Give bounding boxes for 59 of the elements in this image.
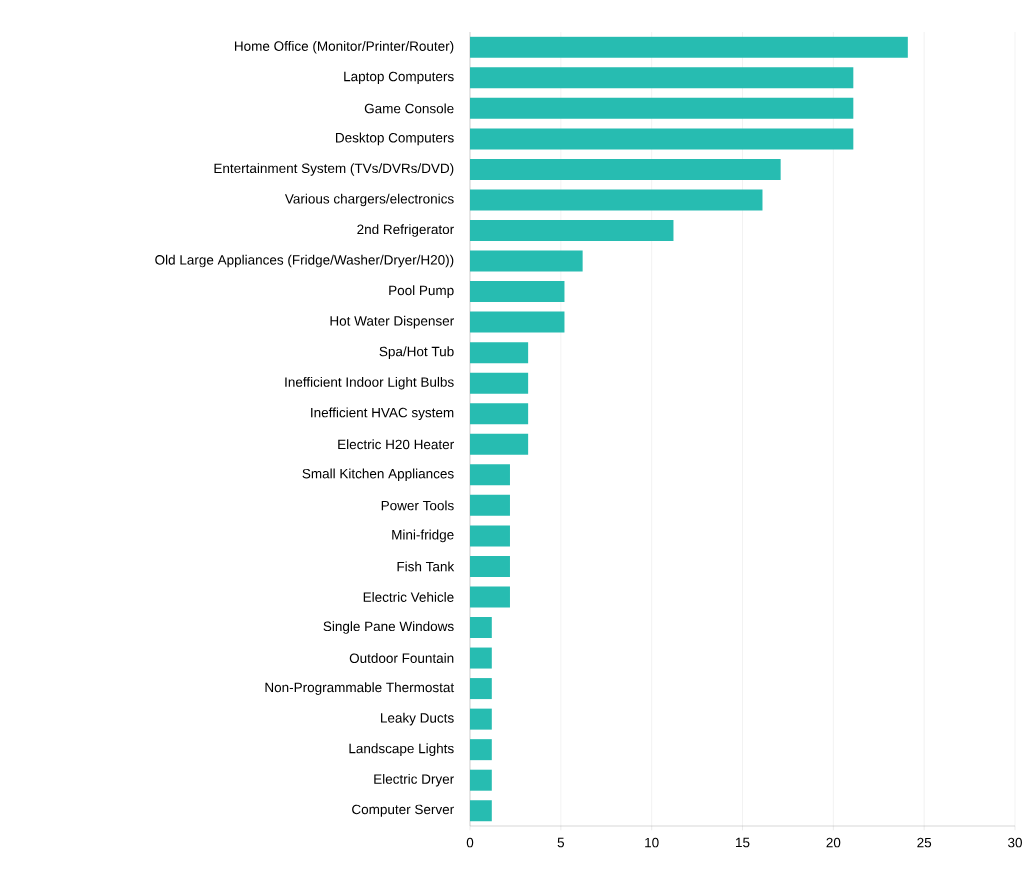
y-tick-label: Electric Dryer — [374, 773, 454, 787]
y-tick-label: Outdoor Fountain — [349, 653, 454, 663]
bar — [470, 525, 510, 547]
x-tick-label: 25 — [917, 837, 932, 848]
x-tick-label: 10 — [645, 837, 659, 848]
y-tick-label: Mini-fridge — [392, 529, 454, 543]
y-tick-label: Desktop Computers — [336, 132, 454, 146]
bar — [470, 678, 492, 700]
y-tick-label: 2nd Refrigerator — [357, 224, 454, 237]
bar — [470, 128, 854, 150]
y-tick-label: Non-Programmable Thermostat — [265, 682, 455, 695]
bar — [470, 647, 492, 669]
bar — [470, 281, 565, 303]
bar — [470, 97, 854, 119]
bar — [470, 555, 510, 577]
bar — [470, 250, 583, 272]
x-tick-label: 15 — [736, 837, 750, 848]
y-tick-label: Inefficient HVAC system — [311, 407, 454, 421]
bar — [470, 342, 529, 364]
x-tick-label: 20 — [826, 837, 841, 848]
bar — [470, 36, 908, 58]
bar — [470, 67, 854, 89]
x-tick-label: 30 — [1008, 837, 1022, 848]
y-tick-label: Entertainment System (TVs/DVRs/DVD) — [214, 163, 454, 176]
y-tick-label: Computer Server — [352, 804, 454, 817]
y-tick-label: Leaky Ducts — [381, 712, 454, 726]
bar — [470, 189, 763, 211]
y-tick-label: Home Office (Monitor/Printer/Router) — [234, 40, 454, 54]
y-tick-label: Various chargers/electronics — [284, 193, 454, 207]
y-tick-label: Electric H20 Heater — [338, 439, 454, 450]
y-tick-label: Old Large Appliances (Fridge/Washer/Dryer/H20)) — [155, 254, 454, 268]
x-tick-label: 5 — [557, 837, 565, 848]
bar — [470, 586, 510, 608]
y-tick-label: Landscape Lights — [349, 743, 454, 756]
y-tick-label: Laptop Computers — [344, 71, 454, 84]
y-tick-label: Game Console — [364, 103, 454, 114]
bar — [470, 494, 510, 516]
y-tick-label: Pool Pump — [389, 285, 454, 298]
bar — [470, 158, 781, 180]
bar — [470, 311, 565, 333]
bar — [470, 433, 529, 455]
bar — [470, 403, 529, 425]
bar — [470, 739, 492, 761]
y-tick-label: Electric Vehicle — [363, 592, 454, 602]
bar — [470, 800, 492, 822]
bar — [470, 464, 510, 486]
y-tick-label: Single Pane Windows — [323, 621, 454, 634]
bar — [470, 220, 674, 242]
y-tick-label: Fish Tank — [397, 561, 455, 572]
bar — [470, 617, 492, 639]
bar — [470, 372, 529, 394]
y-tick-label: Power Tools — [381, 500, 454, 511]
bar — [470, 769, 492, 791]
y-tick-label: Inefficient Indoor Light Bulbs — [285, 376, 454, 390]
y-tick-label: Spa/Hot Tub — [379, 346, 454, 359]
y-tick-label: Small Kitchen Appliances — [302, 468, 454, 482]
bar — [470, 708, 492, 730]
y-tick-label: Hot Water Dispenser — [330, 315, 454, 329]
x-tick-label: 0 — [466, 837, 474, 848]
